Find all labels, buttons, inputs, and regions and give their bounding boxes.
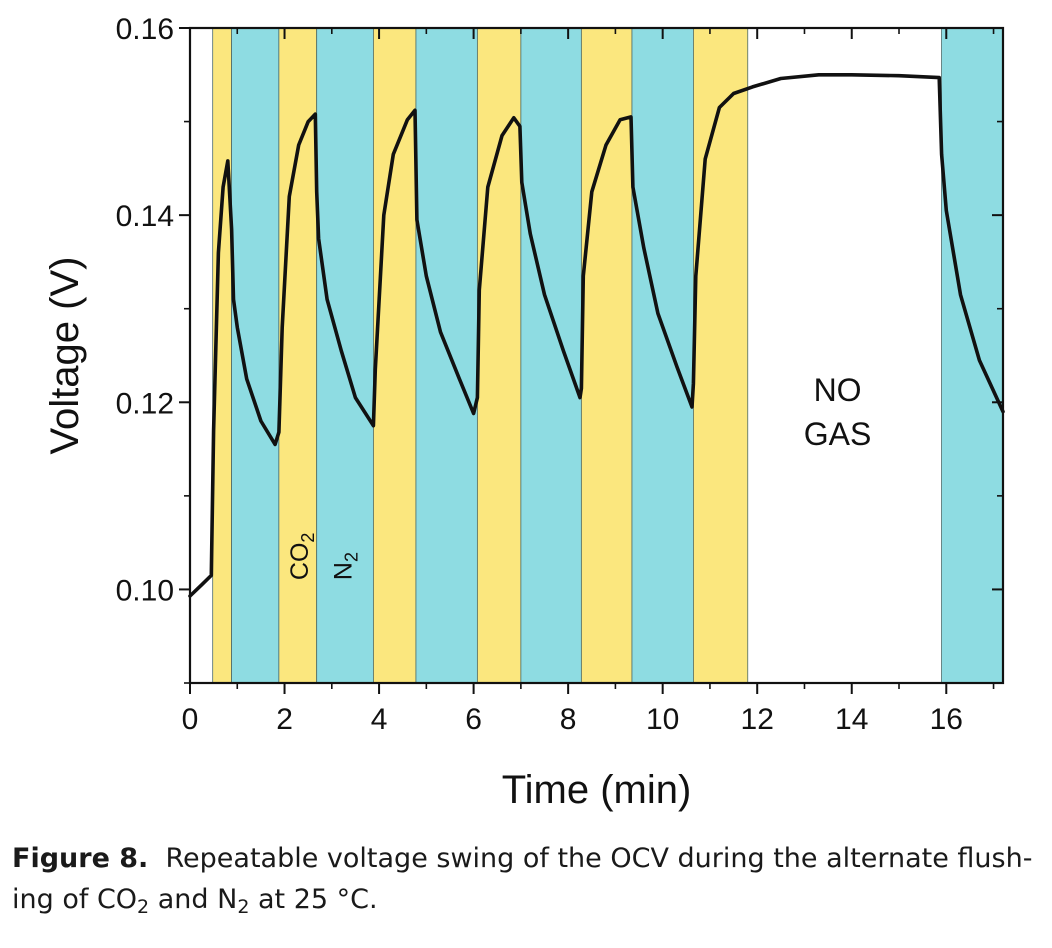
x-tick-label: 4 [371,703,388,736]
chart-labels: Time (min) Voltage (V) CO2 N2 NO GAS [43,257,871,812]
x-tick-label: 14 [835,703,868,736]
y-axis-label: Voltage (V) [43,257,87,455]
gas-bands [212,27,1004,684]
annotation-text: NO [814,372,862,408]
caption-label: Figure 8. [12,843,149,874]
y-tick-label: 0.14 [116,200,174,233]
band-n2 [316,27,374,684]
y-tick-label: 0.12 [116,387,174,420]
x-tick-label: 2 [276,703,293,736]
annotation-text: GAS [804,416,872,452]
caption-sub-a: 2 [137,896,150,918]
band-co2 [278,27,318,684]
x-tick-label: 12 [741,703,774,736]
axes: 0 2 4 6 8 10 12 14 16 0.10 0.12 0.14 0.16 [116,13,1005,736]
band-n2 [231,27,280,684]
band-n2 [415,27,478,684]
x-tick-label: 10 [646,703,679,736]
caption-text-b: and N [157,884,238,915]
x-axis-label: Time (min) [502,768,692,812]
band-label: CO2 [286,533,318,581]
band-n2 [520,27,582,684]
x-tick-label: 16 [930,703,963,736]
plot-frame [188,26,1005,685]
x-tick-label: 0 [182,703,199,736]
figure-caption: Figure 8. Repeatable voltage swing of th… [12,838,1042,920]
band-n2 [631,27,694,684]
series-layer [188,73,1005,598]
band-co2 [580,27,633,684]
x-tick-label: 8 [560,703,577,736]
y-tick-label: 0.16 [116,13,174,46]
band-co2 [692,27,749,684]
caption-text-c: at 25 °C. [258,884,378,915]
band-co2 [372,27,417,684]
caption-sub-b: 2 [237,896,250,918]
band-label: N2 [329,552,361,580]
band-n2 [941,27,1004,684]
x-tick-label: 6 [465,703,482,736]
voltage-time-chart: 0 2 4 6 8 10 12 14 16 0.10 0.12 0.14 0.16 Time (min)… [43,13,1005,812]
voltage-line [188,73,1005,598]
caption-text-a: Repeatable voltage swing of the OCV duri… [12,843,1033,915]
y-tick-label: 0.10 [116,574,174,607]
band-co2 [476,27,522,684]
